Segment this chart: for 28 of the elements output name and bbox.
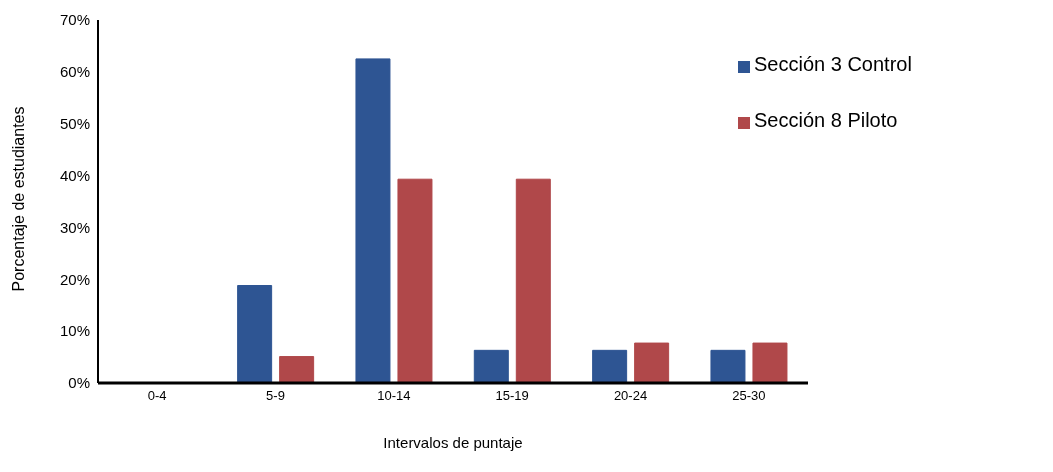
bar bbox=[473, 349, 509, 383]
y-tick-label: 20% bbox=[59, 270, 90, 288]
y-tick-label: 70% bbox=[59, 11, 90, 29]
bar bbox=[634, 342, 670, 383]
y-tick-label: 50% bbox=[59, 115, 90, 133]
bar bbox=[397, 178, 433, 383]
bar bbox=[355, 58, 391, 383]
x-tick-label: 0-4 bbox=[147, 388, 167, 404]
bar bbox=[515, 178, 551, 383]
y-tick-label: 0% bbox=[68, 374, 90, 392]
x-tick-label: 20-24 bbox=[613, 388, 648, 404]
legend-label: Sección 8 Piloto bbox=[754, 109, 898, 131]
bar bbox=[752, 342, 788, 383]
x-axis-title: Intervalos de puntaje bbox=[383, 434, 523, 451]
y-tick-label: 60% bbox=[59, 63, 90, 81]
x-tick-label: 25-30 bbox=[732, 388, 766, 404]
bar bbox=[592, 349, 628, 383]
x-tick-label: 15-19 bbox=[495, 388, 529, 404]
bar bbox=[237, 285, 273, 383]
y-axis-title: Porcentaje de estudiantes bbox=[9, 106, 27, 292]
bar bbox=[710, 349, 746, 383]
x-tick-label: 10-14 bbox=[377, 388, 411, 404]
legend-label: Sección 3 Control bbox=[754, 53, 912, 75]
x-tick-label: 5-9 bbox=[266, 388, 285, 404]
bar bbox=[279, 356, 315, 383]
y-tick-label: 30% bbox=[59, 218, 90, 236]
y-tick-label: 40% bbox=[59, 166, 90, 184]
y-tick-label: 10% bbox=[59, 322, 90, 340]
